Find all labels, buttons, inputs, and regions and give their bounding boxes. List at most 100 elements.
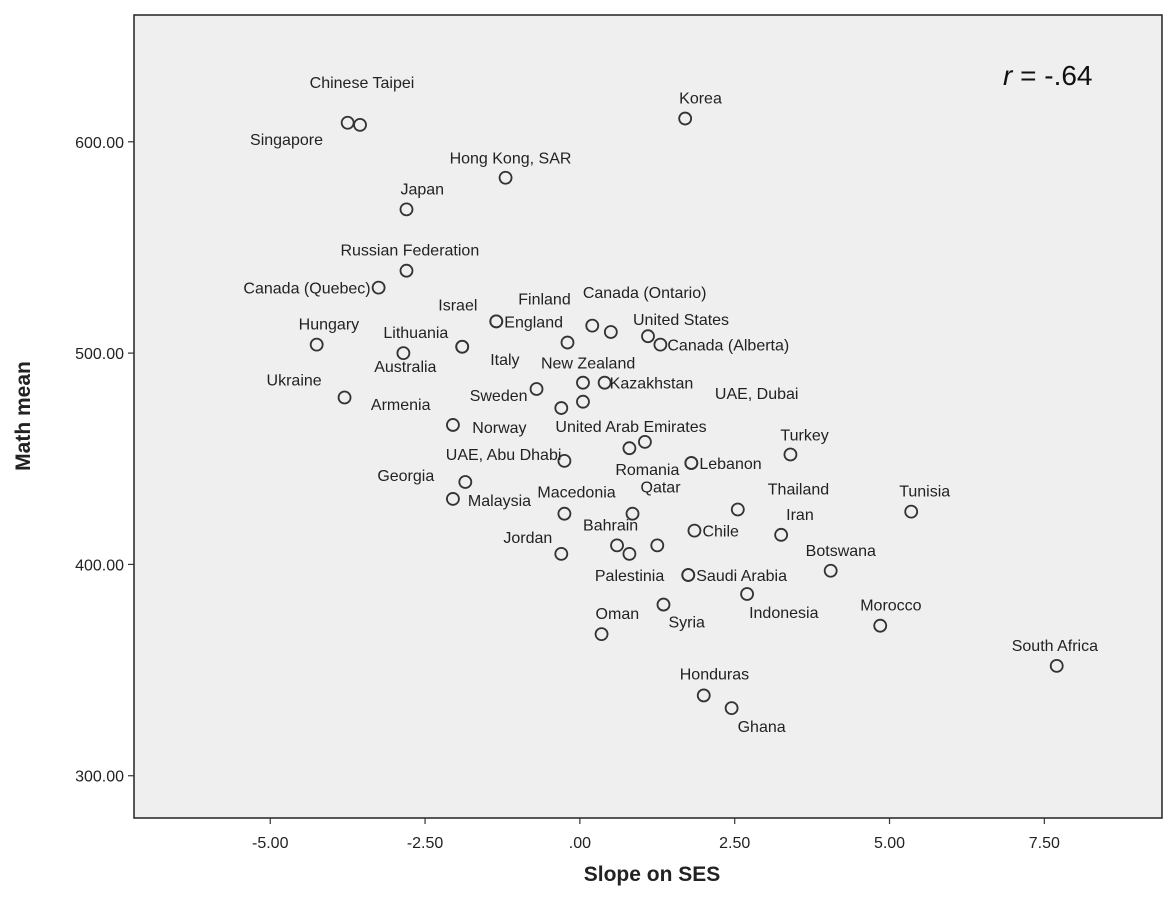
- y-tick-label: 300.00: [75, 769, 124, 786]
- point-label: Sweden: [470, 388, 528, 405]
- x-tick-label: -2.50: [407, 835, 444, 852]
- y-axis: 300.00 400.00 500.00 600.00: [75, 135, 134, 786]
- data-point: [696, 688, 711, 703]
- point-label: Japan: [400, 181, 444, 198]
- data-point: [353, 117, 367, 132]
- point-label: Italy: [490, 352, 519, 369]
- point-label: Israel: [438, 297, 477, 314]
- point-label: Palestinia: [595, 568, 664, 585]
- point-label: Syria: [668, 615, 705, 632]
- point-label: Georgia: [377, 468, 434, 485]
- data-point: [554, 546, 569, 561]
- data-point: [724, 701, 739, 716]
- data-point: [681, 568, 696, 582]
- y-axis-title: Math mean: [12, 361, 35, 471]
- point-label: UAE, Dubai: [715, 386, 799, 403]
- data-point: [309, 337, 324, 352]
- point-label: Jordan: [503, 530, 552, 547]
- point-label: Romania: [615, 462, 679, 479]
- plot-area: [133, 14, 1163, 819]
- point-label: England: [504, 314, 563, 331]
- data-point: [399, 202, 414, 217]
- data-point: [638, 434, 652, 449]
- data-point: [678, 111, 693, 126]
- data-points: Chinese Taipei Singapore Korea Hong Kong, S…: [243, 75, 1098, 736]
- y-tick-label: 400.00: [75, 557, 124, 574]
- data-point: [554, 401, 569, 415]
- data-point: [684, 456, 699, 470]
- data-point: [641, 329, 655, 344]
- data-point: [622, 546, 637, 561]
- point-label: Singapore: [250, 132, 323, 149]
- data-point: [446, 492, 460, 506]
- data-point: [656, 597, 671, 612]
- point-label: Chile: [702, 524, 739, 541]
- data-point: [687, 523, 702, 538]
- data-point: [458, 475, 473, 489]
- x-tick-label: 7.50: [1029, 835, 1060, 852]
- data-point: [740, 587, 754, 601]
- point-label: Oman: [596, 606, 640, 623]
- data-point: [603, 325, 618, 339]
- point-label: Australia: [374, 359, 436, 376]
- point-label: Hong Kong, SAR: [450, 151, 572, 168]
- point-label: Canada (Ontario): [583, 285, 707, 302]
- point-label: Finland: [518, 292, 570, 309]
- data-point: [576, 375, 590, 390]
- data-point: [337, 390, 352, 405]
- r-value: = -.64: [1012, 60, 1092, 91]
- data-point: [585, 318, 600, 333]
- data-point: [576, 394, 590, 409]
- point-label: Saudi Arabia: [696, 568, 787, 585]
- data-point: [783, 447, 798, 462]
- data-point: [730, 502, 745, 517]
- point-label: Botswana: [806, 543, 876, 560]
- point-label: Ghana: [738, 719, 786, 736]
- x-axis: -5.00 -2.50 .00 2.50 5.00 7.50: [252, 818, 1060, 852]
- point-label: Malaysia: [468, 493, 531, 510]
- y-tick-label: 600.00: [75, 135, 124, 152]
- data-point: [597, 375, 612, 390]
- point-label: New Zealand: [541, 356, 635, 373]
- point-label: South Africa: [1012, 638, 1098, 655]
- data-point: [557, 506, 572, 521]
- point-label: UAE, Abu Dhabi: [446, 447, 562, 464]
- data-point: [622, 441, 637, 456]
- point-label: Chinese Taipei: [310, 75, 415, 92]
- point-label: Canada (Quebec): [243, 281, 370, 298]
- point-label: Kazakhstan: [610, 376, 694, 393]
- point-label: Lebanon: [699, 456, 761, 473]
- data-point: [455, 339, 470, 354]
- point-label: Armenia: [371, 397, 431, 414]
- point-label: Morocco: [860, 598, 921, 615]
- point-label: Russian Federation: [340, 243, 479, 260]
- data-point: [1049, 658, 1064, 673]
- point-label: Hungary: [299, 317, 359, 334]
- data-point: [823, 563, 838, 578]
- x-tick-label: 2.50: [719, 835, 750, 852]
- point-label: United Arab Emirates: [555, 419, 706, 436]
- data-point: [560, 335, 575, 350]
- x-axis-title: Slope on SES: [584, 863, 721, 886]
- point-label: Ukraine: [267, 372, 322, 389]
- point-label: Lithuania: [383, 325, 448, 342]
- data-point: [594, 627, 609, 642]
- point-label: Macedonia: [537, 485, 615, 502]
- point-label: Indonesia: [749, 605, 818, 622]
- x-tick-label: .00: [569, 835, 591, 852]
- data-point: [498, 170, 513, 185]
- data-point: [873, 618, 888, 633]
- point-label: Iran: [786, 507, 814, 524]
- data-point: [650, 538, 665, 553]
- data-point: [904, 504, 919, 519]
- data-point: [446, 418, 460, 432]
- data-point: [774, 527, 789, 542]
- point-label: Tunisia: [899, 484, 950, 501]
- data-point: [396, 346, 411, 361]
- x-tick-label: 5.00: [874, 835, 905, 852]
- point-label: Thailand: [768, 481, 829, 498]
- data-point: [399, 263, 414, 278]
- r-symbol: r: [1003, 60, 1014, 91]
